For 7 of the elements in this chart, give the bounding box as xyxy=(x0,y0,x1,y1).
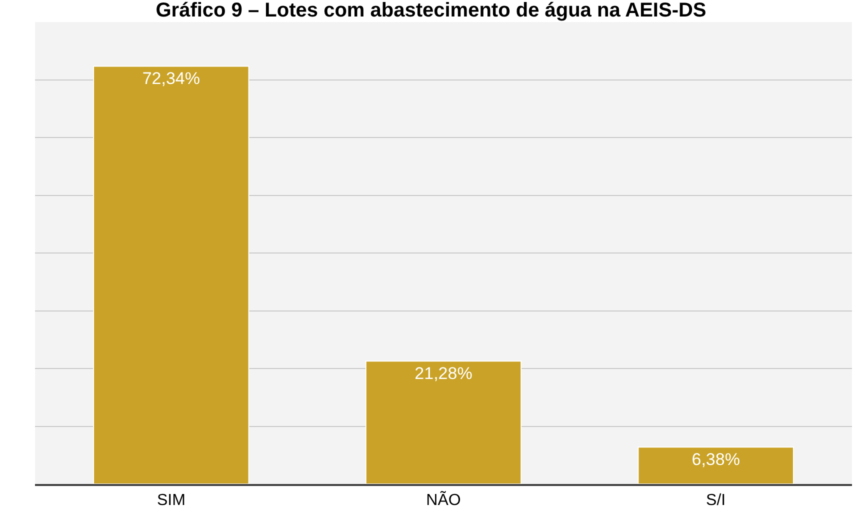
data-label: 21,28% xyxy=(414,364,472,384)
data-label: 6,38% xyxy=(692,450,740,470)
chart-title: Gráfico 9 – Lotes com abastecimento de água na AEIS-DS xyxy=(156,0,706,22)
x-tick-label: SIM xyxy=(156,492,186,510)
x-tick-label: S/I xyxy=(706,492,726,510)
data-label: 72,34% xyxy=(142,69,200,88)
x-tick-label: NÃO xyxy=(426,490,461,510)
